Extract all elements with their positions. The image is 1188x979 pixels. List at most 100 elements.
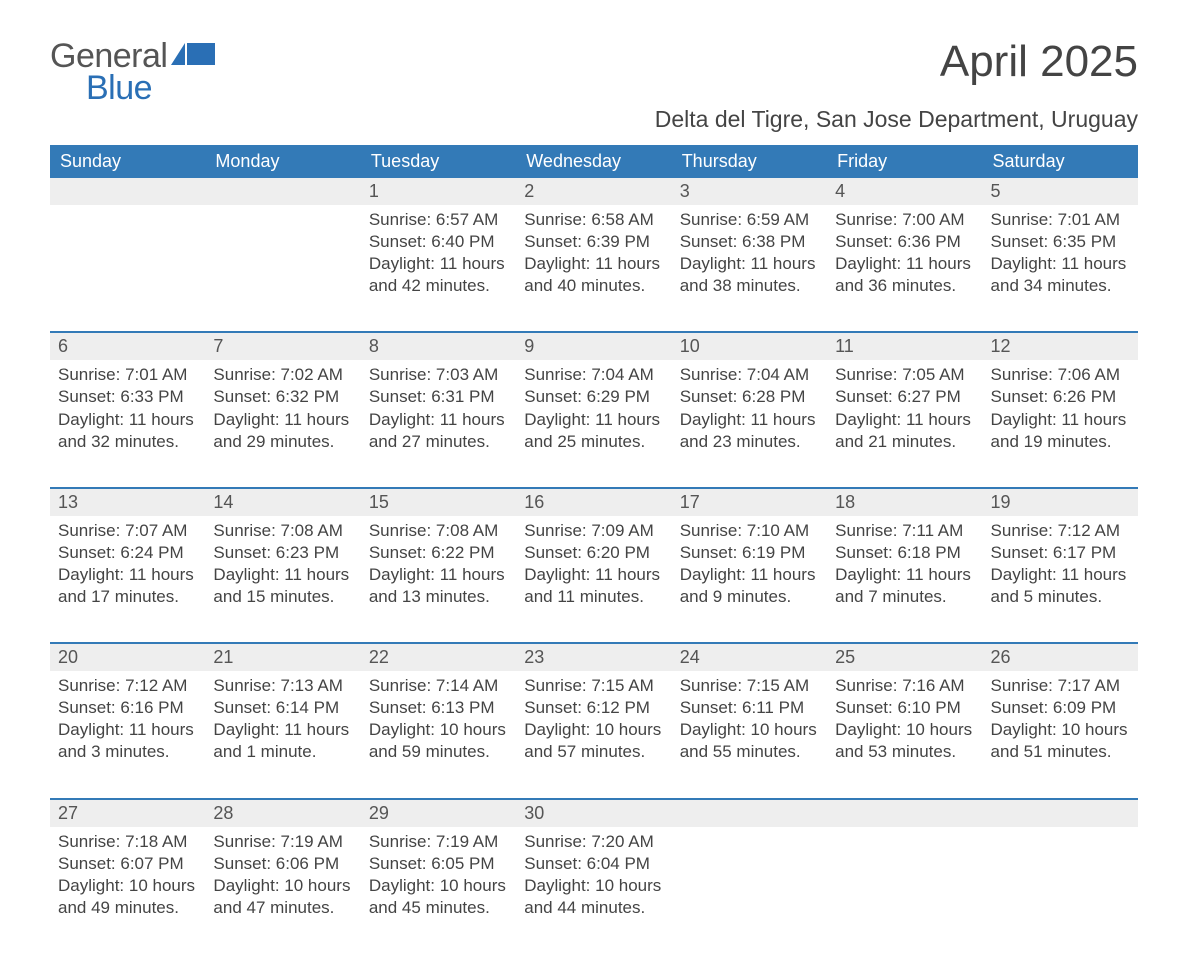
sunrise-line: Sunrise: 7:12 AM [991,520,1130,542]
daylight-line: Daylight: 10 hours and 47 minutes. [213,875,352,919]
sunrise-line: Sunrise: 7:20 AM [524,831,663,853]
col-friday: Friday [827,145,982,178]
week-detail-row: Sunrise: 7:01 AMSunset: 6:33 PMDaylight:… [50,360,1138,487]
col-wednesday: Wednesday [516,145,671,178]
sunset-line: Sunset: 6:20 PM [524,542,663,564]
sunrise-line: Sunrise: 7:08 AM [213,520,352,542]
sunrise-line: Sunrise: 7:11 AM [835,520,974,542]
sunrise-line: Sunrise: 7:03 AM [369,364,508,386]
sunset-line: Sunset: 6:26 PM [991,386,1130,408]
week-number-row: 6789101112 [50,332,1138,360]
daylight-line: Daylight: 11 hours and 1 minute. [213,719,352,763]
daylight-line: Daylight: 10 hours and 57 minutes. [524,719,663,763]
daylight-line: Daylight: 11 hours and 36 minutes. [835,253,974,297]
sunset-line: Sunset: 6:18 PM [835,542,974,564]
sunrise-line: Sunrise: 7:14 AM [369,675,508,697]
day-details: Sunrise: 7:15 AMSunset: 6:12 PMDaylight:… [516,671,671,798]
day-number: 1 [361,178,516,205]
col-thursday: Thursday [672,145,827,178]
sunset-line: Sunset: 6:40 PM [369,231,508,253]
sunset-line: Sunset: 6:09 PM [991,697,1130,719]
sunrise-line: Sunrise: 7:00 AM [835,209,974,231]
day-number: 6 [50,332,205,360]
sunrise-line: Sunrise: 7:01 AM [991,209,1130,231]
day-number: 21 [205,643,360,671]
day-number: 23 [516,643,671,671]
day-details: Sunrise: 7:04 AMSunset: 6:28 PMDaylight:… [672,360,827,487]
sunrise-line: Sunrise: 7:01 AM [58,364,197,386]
week-number-row: 27282930 [50,799,1138,827]
daylight-line: Daylight: 11 hours and 9 minutes. [680,564,819,608]
sunset-line: Sunset: 6:29 PM [524,386,663,408]
day-details: Sunrise: 7:18 AMSunset: 6:07 PMDaylight:… [50,827,205,929]
col-tuesday: Tuesday [361,145,516,178]
day-number: 27 [50,799,205,827]
day-number: 10 [672,332,827,360]
day-details: Sunrise: 7:20 AMSunset: 6:04 PMDaylight:… [516,827,671,929]
day-details: Sunrise: 6:57 AMSunset: 6:40 PMDaylight:… [361,205,516,332]
sunrise-line: Sunrise: 6:59 AM [680,209,819,231]
daylight-line: Daylight: 11 hours and 5 minutes. [991,564,1130,608]
day-number: 16 [516,488,671,516]
daylight-line: Daylight: 11 hours and 29 minutes. [213,409,352,453]
sunset-line: Sunset: 6:13 PM [369,697,508,719]
logo-word1: General [50,40,167,72]
header: General Blue April 2025 Delta del Tigre,… [50,40,1138,133]
day-details: Sunrise: 7:04 AMSunset: 6:29 PMDaylight:… [516,360,671,487]
sunrise-line: Sunrise: 7:08 AM [369,520,508,542]
day-details: Sunrise: 7:10 AMSunset: 6:19 PMDaylight:… [672,516,827,643]
sunrise-line: Sunrise: 7:15 AM [524,675,663,697]
daylight-line: Daylight: 10 hours and 51 minutes. [991,719,1130,763]
day-details: Sunrise: 7:00 AMSunset: 6:36 PMDaylight:… [827,205,982,332]
day-number: 29 [361,799,516,827]
week-number-row: 13141516171819 [50,488,1138,516]
sunrise-line: Sunrise: 7:02 AM [213,364,352,386]
col-sunday: Sunday [50,145,205,178]
sunset-line: Sunset: 6:04 PM [524,853,663,875]
day-details: Sunrise: 7:13 AMSunset: 6:14 PMDaylight:… [205,671,360,798]
month-title: April 2025 [655,40,1138,84]
daylight-line: Daylight: 11 hours and 7 minutes. [835,564,974,608]
day-details: Sunrise: 7:01 AMSunset: 6:35 PMDaylight:… [983,205,1138,332]
sunset-line: Sunset: 6:24 PM [58,542,197,564]
week-detail-row: Sunrise: 7:07 AMSunset: 6:24 PM Daylight:… [50,516,1138,643]
daylight-line: Daylight: 10 hours and 49 minutes. [58,875,197,919]
sunset-line: Sunset: 6:06 PM [213,853,352,875]
day-number [672,799,827,827]
sunset-line: Sunset: 6:17 PM [991,542,1130,564]
daylight-line: Daylight: 11 hours and 15 minutes. [213,564,352,608]
sunset-line: Sunset: 6:05 PM [369,853,508,875]
sunset-line: Sunset: 6:39 PM [524,231,663,253]
sunrise-line: Sunrise: 7:07 AM [58,520,197,542]
day-details [827,827,982,929]
day-details: Sunrise: 7:01 AMSunset: 6:33 PMDaylight:… [50,360,205,487]
day-number [983,799,1138,827]
daylight-line: Daylight: 11 hours and 21 minutes. [835,409,974,453]
calendar-page: General Blue April 2025 Delta del Tigre,… [0,0,1188,979]
week-detail-row: Sunrise: 6:57 AMSunset: 6:40 PMDaylight:… [50,205,1138,332]
day-details: Sunrise: 7:08 AMSunset: 6:22 PMDaylight:… [361,516,516,643]
daylight-line: Daylight: 11 hours and 13 minutes. [369,564,508,608]
sunrise-line: Sunrise: 7:05 AM [835,364,974,386]
daylight-line: Daylight: 11 hours and 40 minutes. [524,253,663,297]
sunset-line: Sunset: 6:36 PM [835,231,974,253]
day-details: Sunrise: 7:11 AMSunset: 6:18 PMDaylight:… [827,516,982,643]
day-number: 11 [827,332,982,360]
sunrise-line: Sunrise: 6:58 AM [524,209,663,231]
daylight-line: Daylight: 11 hours and 3 minutes. [58,719,197,763]
day-number: 22 [361,643,516,671]
daylight-line: Daylight: 11 hours and 32 minutes. [58,409,197,453]
day-details [205,205,360,332]
daylight-line: Daylight: 10 hours and 53 minutes. [835,719,974,763]
day-number: 18 [827,488,982,516]
sunset-line: Sunset: 6:31 PM [369,386,508,408]
daylight-line: Daylight: 11 hours and 38 minutes. [680,253,819,297]
daylight-line: Daylight: 10 hours and 44 minutes. [524,875,663,919]
daylight-line: Daylight: 11 hours and 25 minutes. [524,409,663,453]
day-number: 9 [516,332,671,360]
week-detail-row: Sunrise: 7:12 AMSunset: 6:16 PMDaylight:… [50,671,1138,798]
daylight-line: Daylight: 11 hours and 34 minutes. [991,253,1130,297]
sunrise-line: Sunrise: 7:15 AM [680,675,819,697]
sunrise-line: Sunrise: 7:04 AM [524,364,663,386]
daylight-line: Daylight: 11 hours and 11 minutes. [524,564,663,608]
